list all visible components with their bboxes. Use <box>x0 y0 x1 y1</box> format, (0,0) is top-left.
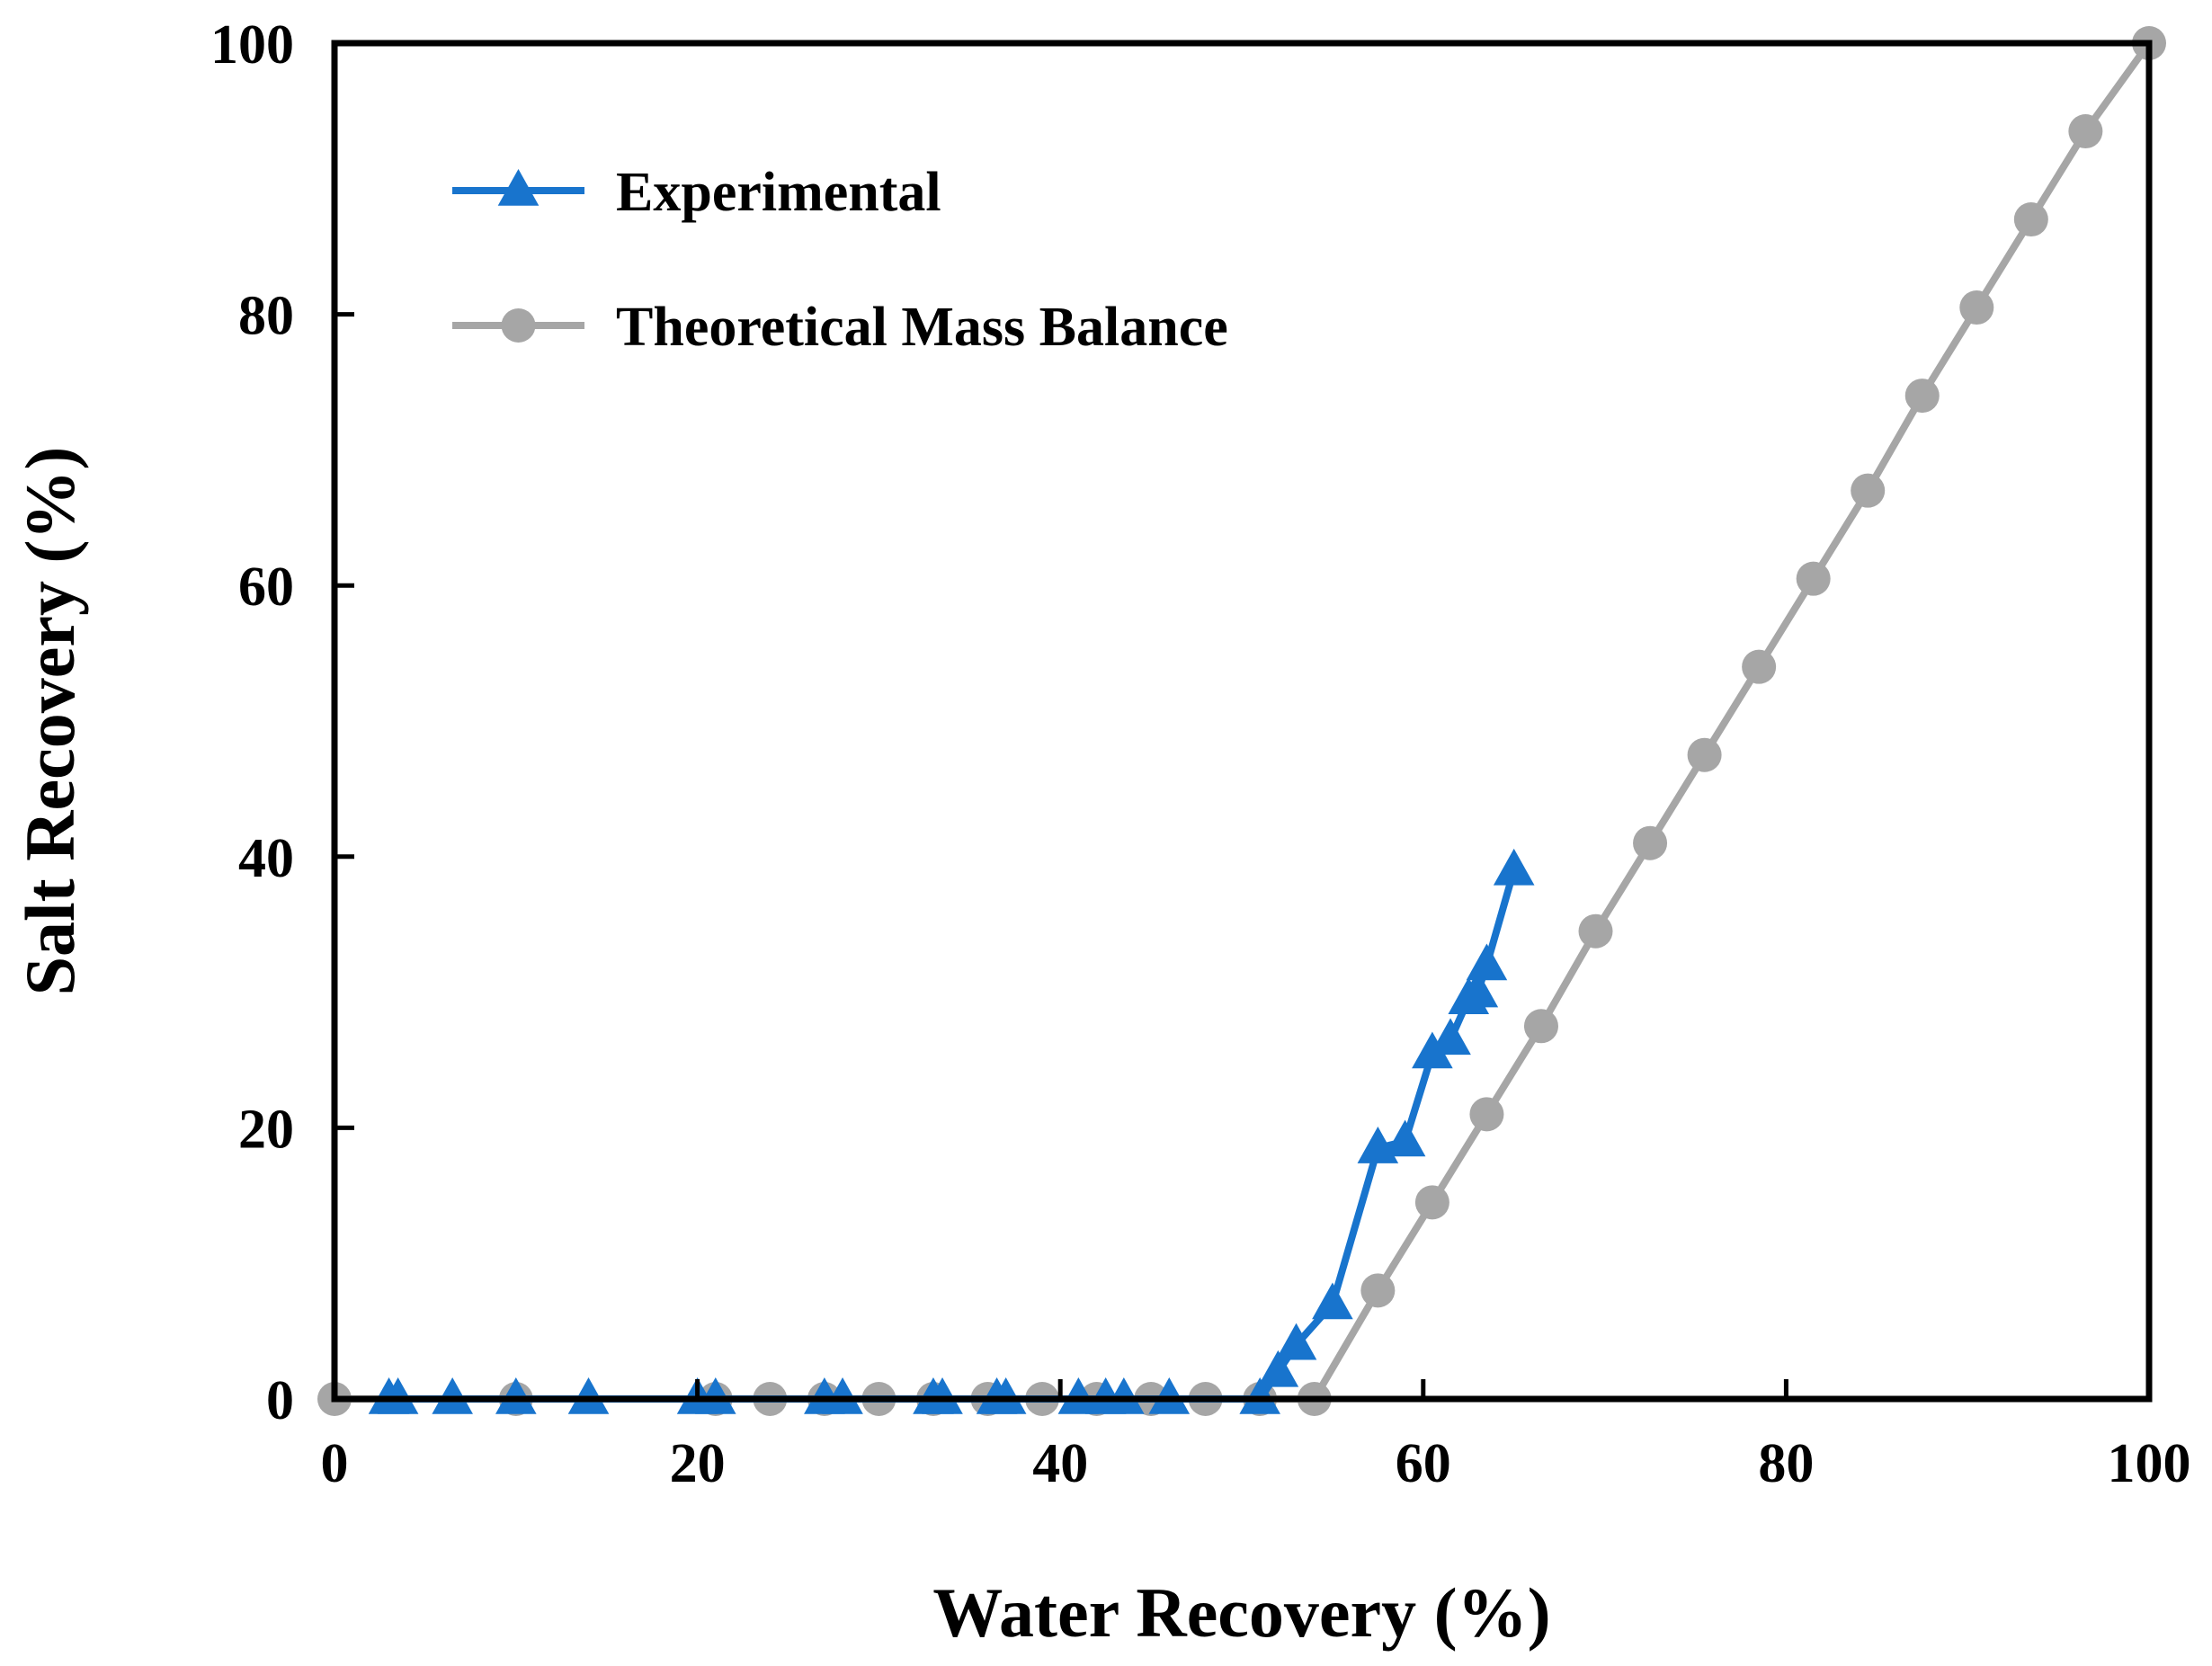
y-tick-label-1: 20 <box>238 1099 294 1160</box>
series-experimental-point-28 <box>1493 848 1535 886</box>
series-theoretical-point-27 <box>2068 114 2103 149</box>
series-experimental-point-18 <box>1257 1350 1299 1387</box>
series-theoretical-point-16 <box>1469 1097 1504 1132</box>
series-theoretical-point-18 <box>1578 913 1613 949</box>
legend-theoretical-marker <box>501 308 536 343</box>
series-experimental-point-6 <box>694 1377 736 1414</box>
series-theoretical-point-21 <box>1742 649 1777 684</box>
x-tick-label-1: 20 <box>670 1433 726 1494</box>
y-tick-label-4: 80 <box>238 286 294 347</box>
legend-theoretical-label: Theoretical Mass Balance <box>616 297 1228 358</box>
series-experimental-point-19 <box>1275 1323 1317 1360</box>
legend-experimental-label: Experimental <box>616 162 941 223</box>
series-experimental-point-23 <box>1412 1031 1453 1069</box>
series-experimental-point-8 <box>822 1377 863 1414</box>
y-tick-label-2: 40 <box>238 828 294 889</box>
series-experimental-point-22 <box>1384 1119 1426 1157</box>
series-experimental-point-3 <box>495 1377 537 1414</box>
y-tick-label-0: 0 <box>266 1370 294 1431</box>
series-experimental-point-15 <box>1103 1377 1145 1414</box>
series-experimental-point-13 <box>1057 1377 1100 1414</box>
series-theoretical-point-23 <box>1851 473 1886 508</box>
y-axis-title: Salt Recovery (%) <box>11 447 89 996</box>
y-tick-label-5: 100 <box>210 14 294 76</box>
series-theoretical-point-19 <box>1633 825 1668 860</box>
series-experimental-point-20 <box>1312 1282 1353 1320</box>
series-experimental-point-27 <box>1466 943 1508 981</box>
series-theoretical-point-25 <box>1959 290 1994 325</box>
series-theoretical-point-14 <box>1360 1273 1396 1308</box>
x-tick-label-4: 80 <box>1758 1433 1814 1494</box>
series-experimental-point-17 <box>1239 1377 1280 1414</box>
series-theoretical-point-26 <box>2013 202 2048 237</box>
x-tick-label-5: 100 <box>2108 1433 2191 1494</box>
series-theoretical-point-20 <box>1687 737 1722 772</box>
series-experimental-point-4 <box>567 1377 610 1414</box>
x-tick-label-2: 40 <box>1032 1433 1088 1494</box>
axis-ticks: 0 20 40 60 80 100 0 20 40 60 80 100 <box>210 14 2191 1494</box>
series-experimental-point-16 <box>1148 1377 1191 1414</box>
series-experimental-point-12 <box>985 1377 1027 1414</box>
series-theoretical-point-22 <box>1796 561 1831 596</box>
plot-area-frame <box>331 40 2153 1403</box>
series-experimental-point-26 <box>1457 970 1499 1008</box>
x-axis-title: Water Recovery (%) <box>932 1573 1550 1652</box>
series-theoretical-point-24 <box>1904 379 1940 414</box>
x-tick-label-3: 60 <box>1396 1433 1451 1494</box>
y-tick-label-3: 60 <box>238 557 294 618</box>
series-experimental-point-2 <box>432 1377 473 1414</box>
series-experimental-point-10 <box>922 1377 963 1414</box>
legend-experimental-marker <box>497 169 540 206</box>
series-theoretical-point-15 <box>1414 1185 1449 1220</box>
x-tick-label-0: 0 <box>321 1433 349 1494</box>
legend: Experimental Theoretical Mass Balance <box>452 162 1228 358</box>
series-experimental-point-1 <box>377 1377 419 1414</box>
series-theoretical-point-17 <box>1523 1009 1558 1044</box>
series-experimental-point-24 <box>1430 1018 1471 1056</box>
